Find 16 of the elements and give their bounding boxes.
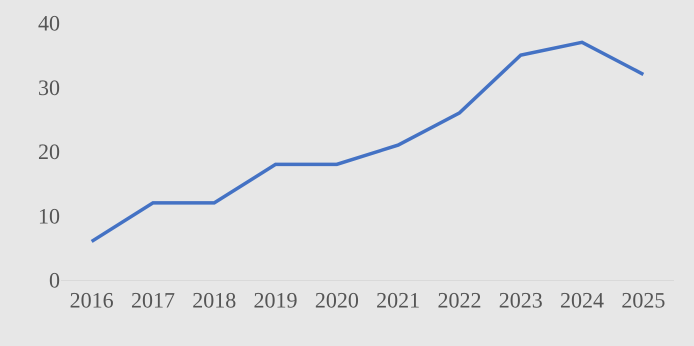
x-tick-label: 2024 [560,287,604,312]
x-tick-label: 2017 [130,287,175,312]
y-tick-label: 0 [49,268,60,293]
x-tick-label: 2021 [376,287,420,312]
line-series [90,40,646,244]
x-tick-label: 2019 [254,287,298,312]
y-tick-label: 40 [38,10,60,36]
y-tick-label: 10 [38,203,60,228]
x-tick-label: 2023 [498,287,543,312]
x-tick-label: 2020 [314,287,359,312]
x-tick-label: 2016 [70,287,114,312]
x-tick-label: 2025 [621,287,666,312]
y-tick-label: 20 [38,139,60,164]
x-tick-label: 2018 [192,287,236,312]
y-tick-label: 30 [38,74,60,100]
x-tick-label: 2022 [437,287,482,312]
